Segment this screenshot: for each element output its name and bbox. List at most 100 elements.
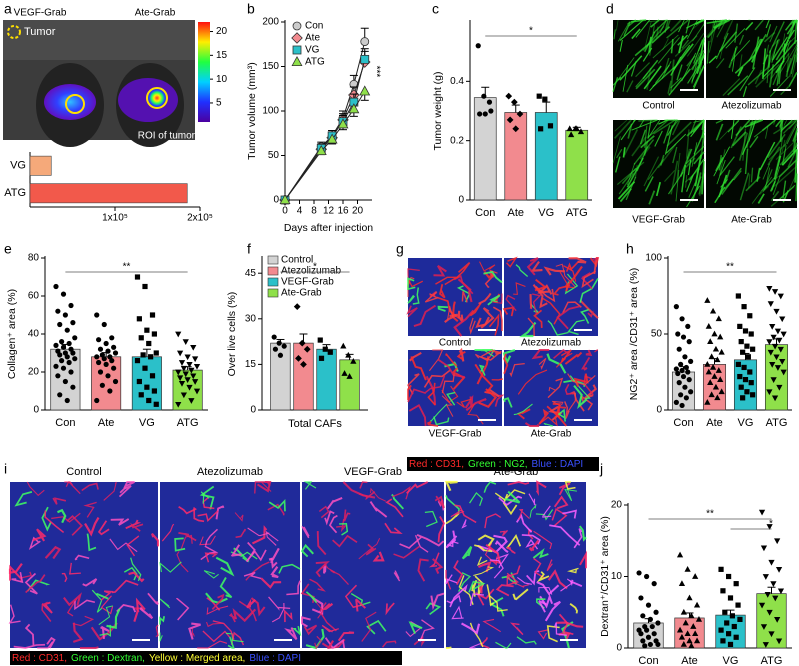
fiber <box>701 127 705 150</box>
point <box>655 641 661 648</box>
point <box>136 378 142 385</box>
fiber <box>757 193 765 204</box>
point <box>184 377 191 383</box>
vessel <box>487 294 501 306</box>
point <box>676 626 684 633</box>
stain-legend: Red : CD31, Green : Dextran, Yellow : Merg… <box>12 653 301 664</box>
fiber <box>644 21 652 47</box>
fiber <box>653 119 676 135</box>
point <box>686 637 693 644</box>
point <box>188 367 195 374</box>
point <box>295 354 302 362</box>
vessel <box>311 598 324 615</box>
category-label: ATG <box>177 417 199 429</box>
point <box>105 348 111 354</box>
point <box>735 602 741 608</box>
vessel <box>66 515 83 536</box>
vessel <box>479 261 496 272</box>
vessel <box>393 570 401 582</box>
vessel <box>495 584 514 597</box>
panel-label: b <box>247 1 255 17</box>
vessel <box>8 562 23 574</box>
point <box>683 395 689 401</box>
fiber <box>786 53 790 77</box>
point <box>644 573 650 580</box>
vessel <box>441 385 459 403</box>
vessel <box>552 284 571 296</box>
vessel <box>556 621 584 628</box>
fiber <box>751 176 773 204</box>
point <box>175 369 182 376</box>
y-tick-label: 0 <box>458 195 464 206</box>
vessel <box>553 349 571 359</box>
fiber <box>651 26 671 44</box>
fiber <box>765 19 770 29</box>
fiber <box>773 119 796 135</box>
point <box>176 350 184 357</box>
vessel <box>544 600 561 622</box>
fiber <box>730 119 735 139</box>
point <box>680 334 687 340</box>
point <box>779 316 786 323</box>
vessel <box>66 598 78 617</box>
fiber <box>663 125 671 144</box>
vessel <box>321 563 336 573</box>
point <box>175 401 182 408</box>
fiber <box>666 133 687 154</box>
point <box>64 327 70 333</box>
vessel <box>453 560 464 585</box>
vessel <box>471 579 478 597</box>
point <box>276 340 282 346</box>
point <box>649 623 655 630</box>
point <box>101 356 107 362</box>
category-label: Ate <box>507 207 524 219</box>
fiber <box>681 39 690 49</box>
vessel <box>11 571 24 584</box>
fiber <box>643 31 656 53</box>
fiber <box>672 146 678 164</box>
vessel <box>538 357 547 370</box>
point <box>673 304 679 310</box>
fiber <box>635 62 651 78</box>
y-tick-label: 200 <box>262 17 279 28</box>
fiber <box>685 145 705 165</box>
point <box>516 110 524 118</box>
vessel <box>548 405 563 421</box>
fiber <box>615 19 619 31</box>
fiber <box>792 128 798 153</box>
fiber <box>767 146 781 166</box>
fiber <box>612 136 621 164</box>
point <box>57 392 63 398</box>
vessel <box>553 495 569 510</box>
point <box>688 642 695 649</box>
fiber <box>769 25 778 43</box>
vessel <box>507 565 521 581</box>
fiber <box>761 44 770 77</box>
vessel <box>444 313 459 323</box>
point <box>774 365 782 371</box>
point <box>714 394 721 401</box>
point <box>94 312 100 318</box>
y-tick-label: 0 <box>616 643 622 654</box>
fiber <box>791 55 798 78</box>
significance-label: * <box>529 26 533 37</box>
fiber <box>615 156 621 173</box>
point <box>68 302 74 309</box>
point <box>146 397 152 404</box>
vessel <box>130 522 144 532</box>
bar <box>756 593 787 649</box>
vessel <box>592 257 599 263</box>
fiber <box>795 173 798 202</box>
legend-label: VG <box>305 45 320 56</box>
x-tick-label: 20 <box>352 206 364 217</box>
point <box>693 601 701 608</box>
vessel <box>507 481 530 486</box>
vessel <box>316 531 327 556</box>
vessel <box>536 571 550 583</box>
vessel <box>437 358 465 378</box>
point <box>693 637 701 644</box>
y-tick-label: 50 <box>651 329 663 340</box>
vessel <box>450 509 465 518</box>
vessel <box>41 601 52 622</box>
point <box>53 283 59 290</box>
